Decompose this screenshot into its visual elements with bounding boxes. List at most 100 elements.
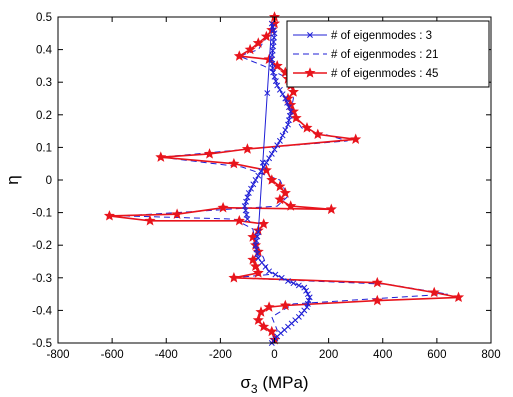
x-marker bbox=[268, 150, 275, 157]
legend: # of eigenmodes : 3 # of eigenmodes : 21 #… bbox=[286, 20, 490, 88]
star-marker bbox=[453, 291, 465, 303]
star-marker bbox=[233, 215, 245, 226]
legend-entry: # of eigenmodes : 21 bbox=[293, 49, 438, 61]
x-marker bbox=[279, 132, 286, 139]
x-marker bbox=[282, 127, 289, 133]
star-marker bbox=[263, 301, 275, 312]
x-tick-label: 0 bbox=[271, 349, 277, 361]
series-1 bbox=[241, 20, 313, 346]
x-marker bbox=[307, 32, 313, 38]
star-marker bbox=[260, 30, 272, 42]
star-marker bbox=[258, 320, 270, 332]
x-marker bbox=[255, 229, 262, 236]
x-marker bbox=[271, 146, 278, 153]
star-marker bbox=[258, 218, 270, 229]
star-marker bbox=[241, 143, 253, 154]
star-marker bbox=[279, 187, 291, 198]
x-marker bbox=[290, 280, 297, 287]
x-marker bbox=[259, 159, 266, 166]
x-axis-label-subscript: 3 bbox=[251, 382, 258, 396]
x-marker bbox=[304, 291, 311, 298]
x-tick-label: -600 bbox=[101, 349, 124, 361]
x-marker bbox=[276, 137, 283, 144]
y-tick-label: -0.1 bbox=[32, 208, 52, 220]
star-marker bbox=[312, 128, 324, 140]
x-marker bbox=[243, 198, 250, 205]
star-marker bbox=[252, 37, 264, 48]
legend-box bbox=[286, 20, 490, 88]
series-3 bbox=[103, 11, 465, 345]
star-marker bbox=[290, 112, 302, 123]
x-marker bbox=[262, 263, 269, 270]
x-marker bbox=[285, 278, 291, 285]
x-marker bbox=[285, 121, 291, 128]
y-tick-label: -0.2 bbox=[32, 240, 52, 252]
x-marker bbox=[276, 86, 283, 93]
star-marker bbox=[244, 43, 256, 55]
star-marker bbox=[274, 180, 286, 192]
x-marker bbox=[252, 242, 259, 249]
x-marker bbox=[243, 211, 250, 218]
y-tick-label: 0.3 bbox=[36, 77, 52, 89]
star-marker bbox=[304, 67, 316, 78]
x-tick-label: 400 bbox=[373, 349, 392, 361]
x-marker bbox=[258, 168, 264, 175]
star-marker bbox=[204, 148, 216, 159]
star-marker bbox=[217, 201, 229, 213]
star-marker bbox=[271, 60, 283, 71]
x-marker bbox=[272, 78, 279, 85]
x-marker bbox=[255, 172, 262, 179]
star-marker bbox=[266, 174, 278, 185]
star-marker bbox=[301, 121, 313, 133]
x-marker bbox=[284, 99, 291, 106]
y-tick-label: 0 bbox=[46, 175, 52, 187]
x-marker bbox=[244, 194, 251, 201]
x-marker bbox=[287, 108, 294, 115]
star-marker bbox=[144, 215, 156, 226]
star-marker bbox=[228, 157, 240, 169]
legend-entry: # of eigenmodes : 45 bbox=[293, 67, 438, 80]
x-marker bbox=[253, 246, 260, 253]
x-marker bbox=[253, 237, 260, 244]
star-marker bbox=[252, 267, 264, 278]
y-tick-label: 0.2 bbox=[36, 110, 52, 122]
series-line bbox=[244, 23, 311, 344]
x-marker bbox=[250, 181, 257, 188]
star-marker bbox=[255, 306, 267, 317]
x-marker bbox=[244, 216, 251, 223]
x-marker bbox=[266, 268, 273, 275]
star-marker bbox=[428, 286, 440, 298]
star-marker bbox=[103, 210, 115, 221]
x-axis-label-symbol: σ bbox=[240, 373, 251, 392]
x-marker bbox=[286, 112, 293, 119]
x-marker bbox=[260, 164, 267, 170]
star-marker bbox=[371, 294, 383, 306]
star-marker bbox=[266, 325, 278, 337]
x-marker bbox=[285, 104, 292, 111]
y-tick-label: 0.4 bbox=[36, 45, 53, 57]
x-marker bbox=[301, 284, 308, 291]
star-marker bbox=[371, 276, 383, 288]
x-tick-label: 600 bbox=[427, 349, 446, 361]
star-marker bbox=[325, 203, 337, 215]
x-marker bbox=[303, 287, 310, 294]
star-marker bbox=[155, 151, 167, 162]
x-marker bbox=[278, 274, 285, 281]
x-axis-label-unit: (MPa) bbox=[258, 373, 309, 392]
series-layer bbox=[103, 11, 465, 346]
x-marker bbox=[254, 250, 261, 257]
x-tick-label: 200 bbox=[319, 349, 338, 361]
star-marker bbox=[350, 133, 362, 144]
legend-label: # of eigenmodes : 21 bbox=[331, 49, 438, 61]
x-marker bbox=[254, 233, 261, 240]
x-marker bbox=[282, 95, 289, 102]
x-marker bbox=[242, 207, 249, 214]
legend-label: # of eigenmodes : 45 bbox=[331, 68, 438, 80]
x-marker bbox=[274, 82, 281, 89]
x-marker bbox=[279, 91, 286, 98]
y-tick-label: -0.4 bbox=[32, 305, 52, 317]
x-marker bbox=[295, 282, 302, 289]
y-axis-label: η bbox=[3, 175, 22, 184]
x-axis-label: σ3 (MPa) bbox=[240, 373, 308, 396]
x-marker bbox=[272, 271, 279, 278]
